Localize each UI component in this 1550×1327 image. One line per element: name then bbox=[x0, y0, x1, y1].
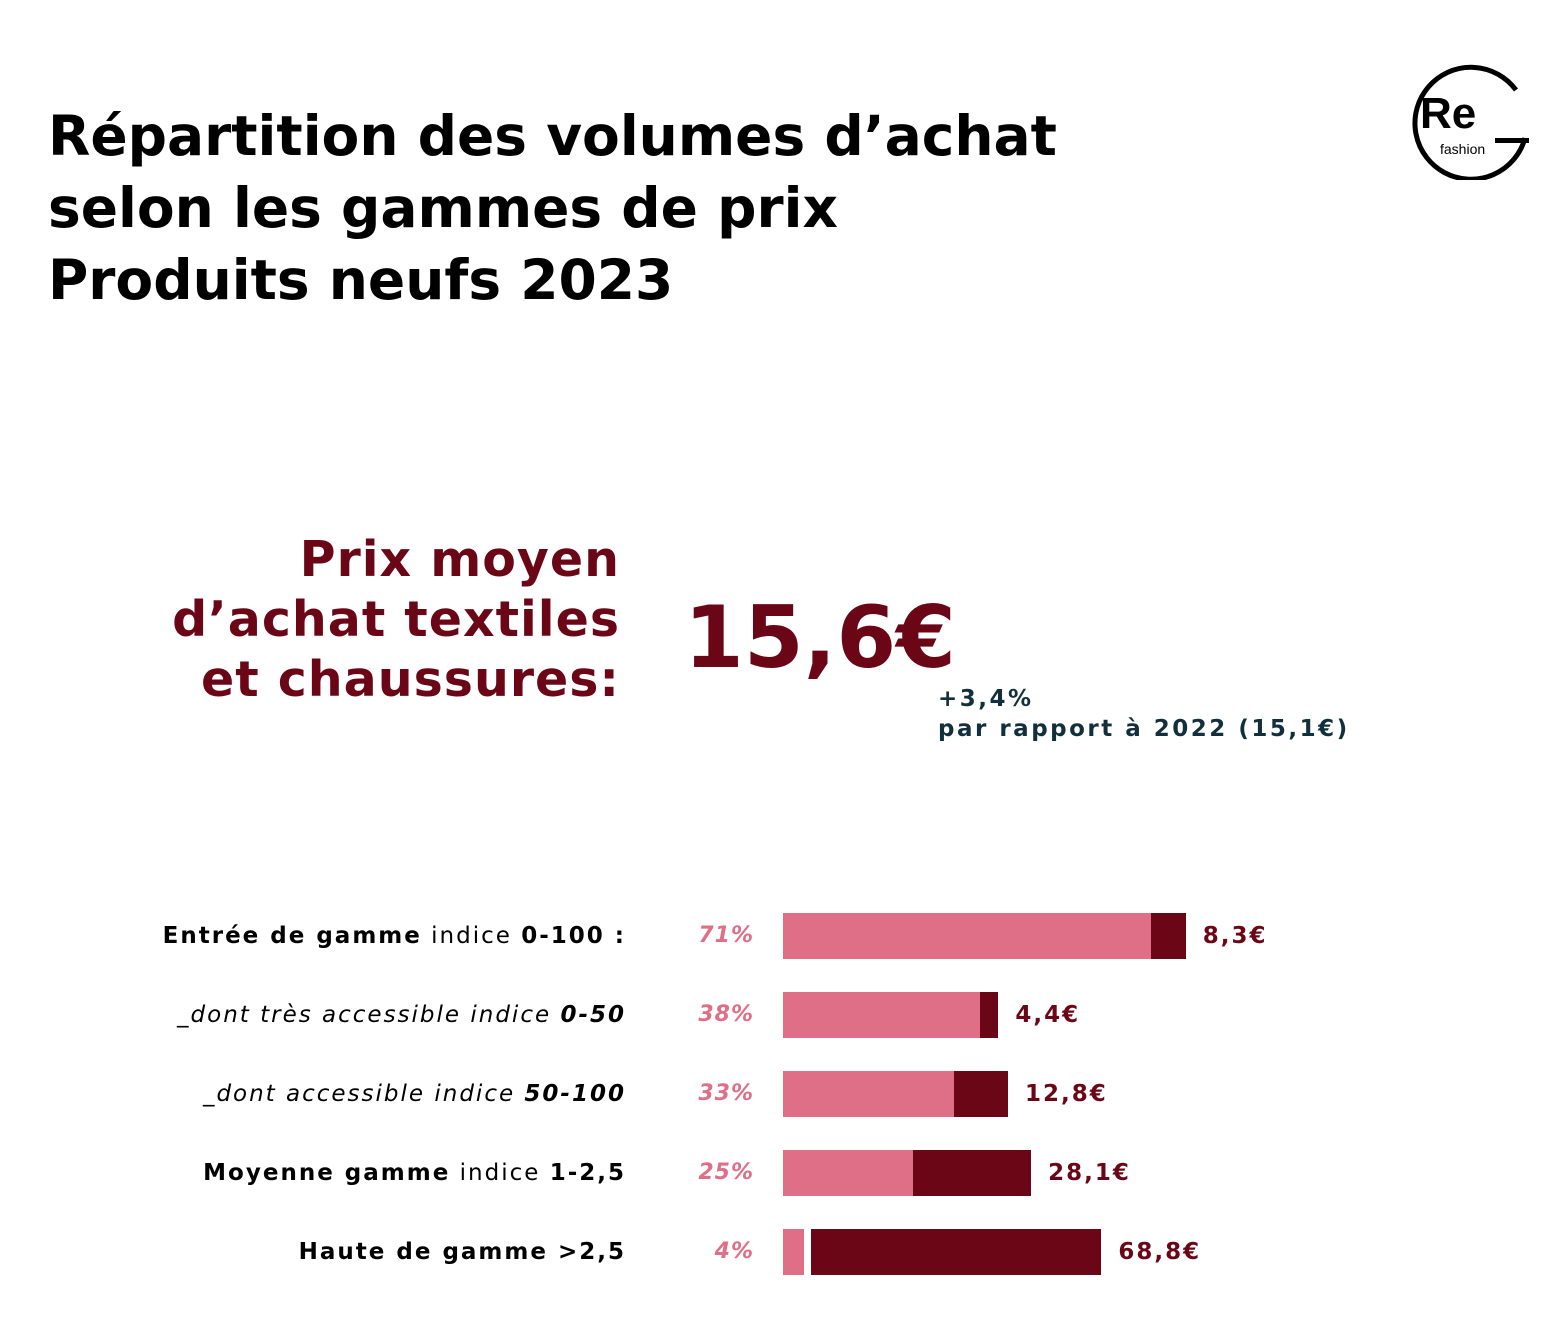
average-price-change: +3,4% par rapport à 2022 (15,1€) bbox=[938, 684, 1350, 744]
price-bar bbox=[953, 1071, 1008, 1117]
price-bar bbox=[912, 1150, 1032, 1196]
volume-label: 33% bbox=[698, 1081, 754, 1106]
category-label: _dont très accessible indice 0-50 bbox=[177, 1002, 626, 1028]
volume-bar bbox=[783, 1229, 804, 1275]
volume-label: 71% bbox=[698, 923, 754, 948]
average-label-line-3: et chaussures: bbox=[201, 651, 620, 708]
price-label: 4,4€ bbox=[1015, 1002, 1081, 1028]
average-price-value: 15,6€ bbox=[684, 588, 957, 688]
volume-bar bbox=[783, 1071, 954, 1117]
logo-text: Re bbox=[1420, 89, 1476, 138]
change-comparison: par rapport à 2022 (15,1€) bbox=[938, 716, 1350, 742]
price-bar bbox=[979, 992, 999, 1038]
price-label: 12,8€ bbox=[1024, 1081, 1108, 1107]
category-label: _dont accessible indice 50-100 bbox=[202, 1081, 626, 1107]
title-line-1: Répartition des volumes d’achat bbox=[48, 104, 1057, 168]
title-line-3: Produits neufs 2023 bbox=[48, 248, 674, 312]
volume-label: 38% bbox=[698, 1002, 754, 1027]
volume-label: 4% bbox=[714, 1239, 754, 1264]
volume-bar bbox=[783, 992, 980, 1038]
volume-bar bbox=[783, 913, 1151, 959]
chart-title: Répartition des volumes d’achat selon le… bbox=[48, 100, 1057, 316]
volume-bar bbox=[783, 1150, 913, 1196]
title-line-2: selon les gammes de prix bbox=[48, 176, 838, 240]
price-label: 68,8€ bbox=[1118, 1239, 1202, 1265]
category-label: Haute de gamme >2,5 bbox=[298, 1239, 626, 1265]
logo-mark: Re fashion bbox=[1412, 64, 1529, 180]
average-label-line-1: Prix moyen bbox=[299, 531, 620, 588]
change-percent: +3,4% bbox=[938, 686, 1034, 712]
price-label: 8,3€ bbox=[1202, 923, 1268, 949]
price-bar bbox=[811, 1229, 1102, 1275]
category-label: Entrée de gamme indice 0-100 : bbox=[162, 923, 626, 949]
average-price-label: Prix moyen d’achat textiles et chaussure… bbox=[120, 530, 620, 710]
average-label-line-2: d’achat textiles bbox=[172, 591, 620, 648]
volume-label: 25% bbox=[698, 1160, 754, 1185]
category-label: Moyenne gamme indice 1-2,5 bbox=[203, 1160, 626, 1186]
price-label: 28,1€ bbox=[1048, 1160, 1131, 1186]
price-bar bbox=[1150, 913, 1186, 959]
logo-subtext: fashion bbox=[1440, 141, 1485, 157]
refashion-logo: Re fashion bbox=[1392, 60, 1532, 180]
